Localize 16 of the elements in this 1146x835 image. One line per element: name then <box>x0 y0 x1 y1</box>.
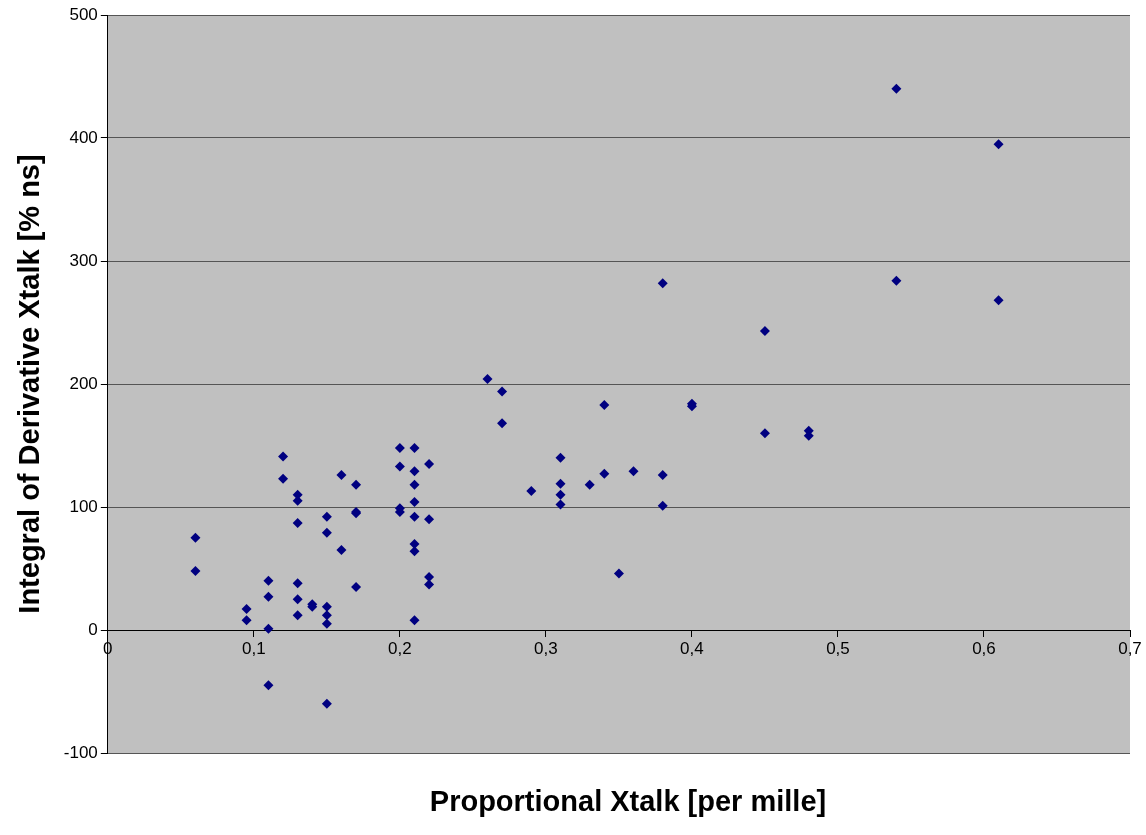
y-tick-label: 400 <box>69 127 98 147</box>
y-tick-label: 100 <box>69 496 98 516</box>
y-tick-label: 200 <box>69 373 98 393</box>
x-tick-label: 0,5 <box>826 638 850 658</box>
y-tick-label: 300 <box>69 250 98 270</box>
x-tick-label: 0,4 <box>680 638 704 658</box>
x-tick-label: 0,1 <box>242 638 266 658</box>
x-axis-title: Proportional Xtalk [per mille] <box>428 785 828 818</box>
x-tick-label: 0,3 <box>534 638 558 658</box>
y-axis-title: Integral of Derivative Xtalk [% ns] <box>13 154 46 614</box>
y-tick-label: 0 <box>88 619 98 639</box>
y-tick-label: 500 <box>69 4 98 24</box>
x-tick-label: 0,7 <box>1118 638 1142 658</box>
x-tick-label: 0,6 <box>972 638 996 658</box>
y-tick-label: -100 <box>63 742 98 762</box>
x-tick-label: 0,2 <box>388 638 412 658</box>
